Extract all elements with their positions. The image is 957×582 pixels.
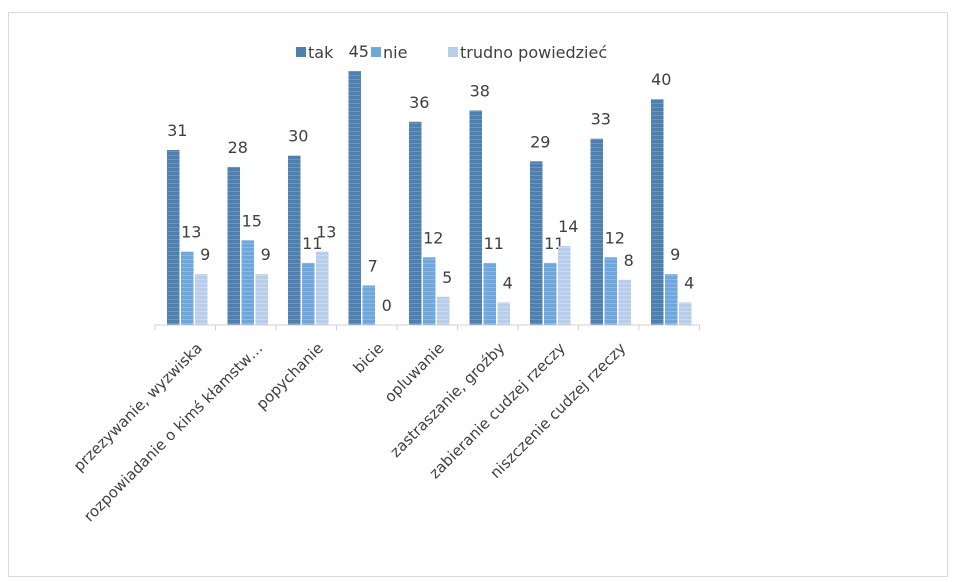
data-label-nie-8: 9 <box>670 245 680 264</box>
bar-tak-5 <box>469 110 482 325</box>
legend-label-tak: tak <box>308 43 334 62</box>
bar-tak-0 <box>167 150 180 325</box>
data-label-tak-6: 29 <box>530 132 550 151</box>
data-label-tak-5: 38 <box>470 82 490 101</box>
data-label-nie-0: 13 <box>181 223 201 242</box>
data-label-tak-1: 28 <box>228 138 248 157</box>
legend-label-trudno-powiedzieć: trudno powiedzieć <box>460 43 607 62</box>
bar-trudno-powiedzieć-0 <box>195 274 208 325</box>
data-label-nie-5: 11 <box>484 234 504 253</box>
bar-trudno-powiedzieć-2 <box>316 251 329 325</box>
bar-nie-5 <box>483 262 496 325</box>
bar-tak-6 <box>530 161 543 325</box>
bar-nie-6 <box>544 262 557 325</box>
bar-nie-3 <box>362 285 375 325</box>
data-label-nie-4: 12 <box>423 228 443 247</box>
bar-nie-8 <box>665 274 678 325</box>
data-label-nie-2: 11 <box>302 234 322 253</box>
bar-tak-7 <box>590 138 603 325</box>
bar-trudno-powiedzieć-4 <box>437 296 450 325</box>
data-label-trudno-powiedzieć-0: 9 <box>200 245 210 264</box>
data-label-tak-7: 33 <box>591 110 611 129</box>
bar-tak-1 <box>227 166 240 325</box>
bar-tak-2 <box>288 155 301 325</box>
bar-tak-3 <box>348 71 361 325</box>
data-label-nie-7: 12 <box>605 228 625 247</box>
chart-frame <box>8 12 948 577</box>
bar-trudno-powiedzieć-1 <box>255 274 268 325</box>
legend-label-nie: nie <box>383 43 407 62</box>
data-label-trudno-powiedzieć-3: 0 <box>382 296 392 315</box>
category-label-5: zastraszanie, groźby <box>387 339 509 461</box>
data-label-trudno-powiedzieć-6: 14 <box>558 217 578 236</box>
bar-trudno-powiedzieć-8 <box>679 302 692 325</box>
data-label-trudno-powiedzieć-1: 9 <box>261 245 271 264</box>
data-label-trudno-powiedzieć-8: 4 <box>684 273 694 292</box>
bar-nie-4 <box>423 257 436 325</box>
bar-nie-0 <box>181 251 194 325</box>
data-label-tak-4: 36 <box>409 93 429 112</box>
bar-nie-2 <box>302 262 315 325</box>
bar-trudno-powiedzieć-5 <box>497 302 510 325</box>
data-label-nie-3: 7 <box>368 256 378 275</box>
data-label-trudno-powiedzieć-7: 8 <box>624 251 634 270</box>
bar-trudno-powiedzieć-7 <box>618 279 631 325</box>
data-label-tak-8: 40 <box>651 70 671 89</box>
data-label-tak-3: 45 <box>349 42 369 61</box>
bar-trudno-powiedzieć-6 <box>558 245 571 325</box>
data-label-trudno-powiedzieć-5: 4 <box>503 273 513 292</box>
legend-swatch-tak <box>296 47 306 57</box>
legend: tak nie trudno powiedzieć <box>296 43 607 62</box>
bar-tak-4 <box>409 121 422 325</box>
category-label-3: bicie <box>350 339 388 377</box>
data-label-tak-0: 31 <box>167 121 187 140</box>
legend-swatch-trudno-powiedzieć <box>448 47 458 57</box>
data-label-trudno-powiedzieć-2: 13 <box>316 223 336 242</box>
data-label-tak-2: 30 <box>288 127 308 146</box>
x-axis <box>154 324 700 330</box>
bar-nie-7 <box>604 257 617 325</box>
data-label-nie-1: 15 <box>242 211 262 230</box>
bar-nie-1 <box>241 240 254 325</box>
bar-tak-8 <box>651 99 664 325</box>
legend-swatch-nie <box>371 47 381 57</box>
data-label-trudno-powiedzieć-4: 5 <box>442 268 452 287</box>
